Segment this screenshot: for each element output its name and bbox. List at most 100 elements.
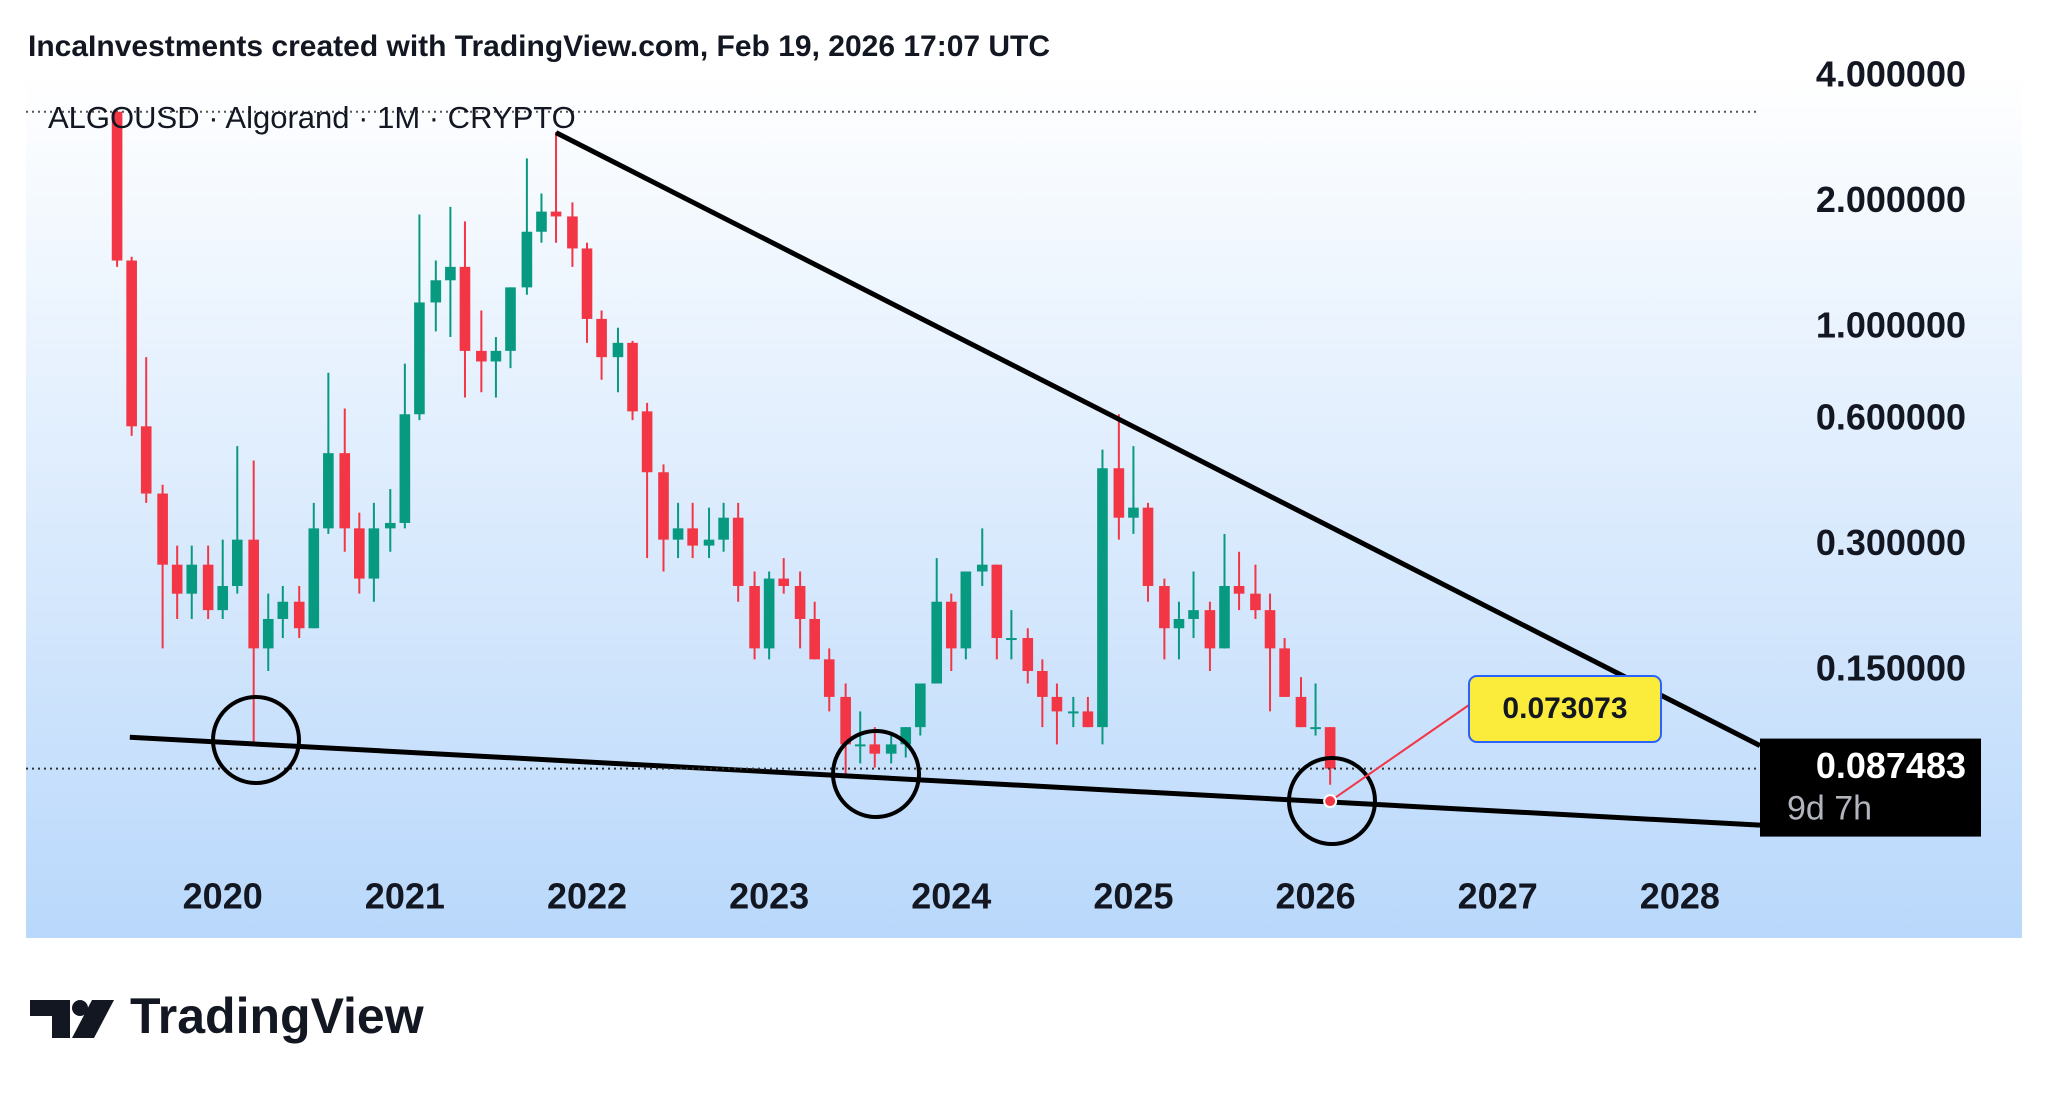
candle-body — [641, 411, 653, 473]
candle-body — [1128, 507, 1139, 518]
x-tick-label: 2022 — [547, 876, 627, 917]
candle-body — [323, 453, 334, 529]
x-tick-label: 2026 — [1276, 876, 1356, 917]
candle-body — [794, 585, 806, 619]
logo-text: TradingView — [130, 988, 424, 1044]
countdown-label: 9d 7h — [1787, 790, 1872, 828]
candle-body — [1159, 585, 1170, 629]
x-tick-label: 2025 — [1093, 876, 1173, 917]
candle-body — [126, 260, 137, 427]
candle-body — [1022, 638, 1034, 672]
candle-body — [1279, 648, 1290, 697]
x-tick-label: 2020 — [183, 876, 263, 917]
candle-body — [293, 601, 305, 629]
candle-body — [658, 472, 669, 540]
trendline — [129, 734, 1761, 828]
candle-body — [202, 564, 214, 611]
candle-body — [931, 601, 943, 684]
candle-body — [1204, 610, 1216, 649]
candle-body — [718, 517, 729, 540]
logo-mark — [30, 1000, 70, 1038]
candle-body — [1264, 610, 1276, 649]
y-tick-label: 0.300000 — [1816, 522, 1966, 563]
highlight-circle — [831, 729, 921, 819]
candle-body — [171, 564, 183, 594]
candle-body — [612, 342, 624, 358]
candle-body — [1006, 638, 1017, 641]
candle-body — [1082, 711, 1094, 728]
candle-body — [550, 211, 562, 217]
candle-body — [217, 585, 229, 611]
candle-body — [976, 564, 988, 572]
candle-body — [915, 683, 926, 728]
candle-body — [111, 111, 123, 261]
candle-body — [732, 517, 744, 586]
candle-body — [1233, 585, 1245, 594]
x-tick-label: 2028 — [1640, 876, 1720, 917]
candle-body — [140, 426, 152, 494]
candle-body — [1173, 618, 1185, 629]
candle-body — [399, 414, 411, 523]
y-tick-label: 1.000000 — [1816, 304, 1966, 345]
candle-body — [505, 287, 516, 351]
x-tick-label: 2024 — [911, 876, 991, 917]
candle-body — [1097, 468, 1108, 728]
x-tick-label: 2027 — [1458, 876, 1538, 917]
highlight-circle — [1287, 756, 1377, 846]
candle-body — [414, 302, 425, 415]
candle-body — [231, 539, 243, 586]
candle-body — [627, 342, 638, 412]
candle-body — [991, 564, 1003, 639]
candle-body — [339, 453, 351, 529]
candle-body — [157, 493, 168, 565]
candle-body — [960, 571, 972, 649]
candle-body — [262, 618, 274, 649]
candle-body — [186, 564, 198, 594]
y-tick-label: 0.600000 — [1816, 397, 1966, 438]
logo-mark — [72, 1000, 88, 1016]
candle-body — [445, 266, 456, 281]
candle-body — [823, 659, 835, 697]
x-tick-label: 2023 — [729, 876, 809, 917]
callout-leader — [1329, 704, 1470, 802]
candle-body — [869, 744, 881, 754]
candle-body — [840, 696, 851, 745]
x-tick-label: 2021 — [365, 876, 445, 917]
candle-body — [763, 578, 775, 649]
candle-body — [581, 248, 593, 319]
candle-body — [1324, 727, 1336, 769]
y-tick-label: 2.000000 — [1816, 179, 1966, 220]
candle-body — [1310, 727, 1321, 730]
candle-body — [749, 585, 760, 649]
tradingview-logo: TradingView — [30, 988, 424, 1044]
candle-body — [430, 280, 442, 303]
candle-body — [459, 266, 471, 351]
logo-mark — [72, 1000, 114, 1038]
trendline — [554, 130, 1762, 748]
candle-body — [1068, 711, 1079, 714]
candle-body — [1037, 671, 1048, 697]
candle-body — [596, 318, 607, 358]
last-price-label: 0.087483 — [1816, 745, 1966, 786]
candle-body — [809, 618, 820, 660]
plot-area: 4.000000 2.000000 1.000000 0.600000 0.300000… — [26, 53, 1966, 917]
candle-body — [277, 601, 289, 619]
candle-body — [778, 578, 790, 586]
callout-box — [1468, 675, 1662, 743]
candle-body — [476, 350, 487, 362]
symbol-title: ALGOUSD · Algorand · 1M · CRYPTO — [48, 100, 576, 135]
header-credit: IncaInvestments created with TradingView… — [28, 30, 1050, 63]
candle-body — [567, 216, 578, 249]
last-price-box — [1760, 738, 1981, 837]
candle-body — [703, 539, 715, 546]
y-tick-label: 4.000000 — [1816, 53, 1966, 94]
candle-body — [854, 744, 866, 747]
candle-body — [1250, 593, 1261, 611]
candle-body — [490, 350, 502, 362]
candle-body — [672, 528, 684, 540]
candle-body — [1142, 507, 1154, 586]
candle-body — [384, 522, 396, 529]
candle-body — [308, 528, 320, 629]
candle-body — [521, 231, 533, 288]
